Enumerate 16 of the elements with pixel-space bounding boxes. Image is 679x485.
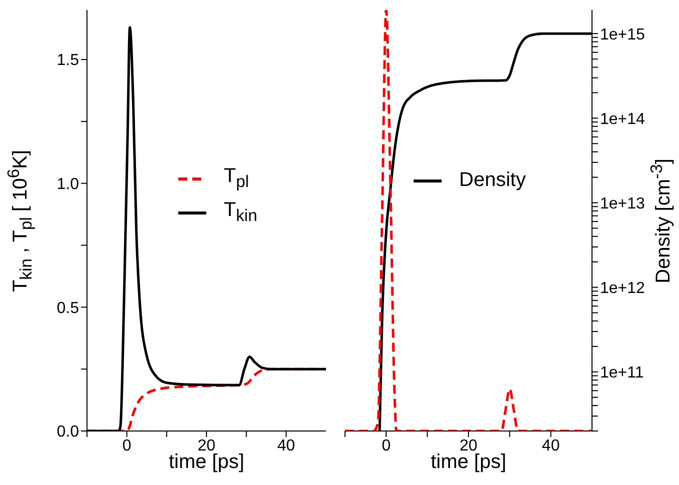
x-tick-label: 0: [382, 437, 391, 454]
y-tick-label: 1.5: [56, 52, 80, 70]
x-tick-label: 40: [277, 437, 296, 454]
legend-label: Density: [459, 169, 526, 192]
y-tick-label: 1e+14: [600, 110, 646, 128]
y-tick-label: 1e+12: [600, 280, 646, 297]
y-tick-label: 1e+15: [600, 26, 646, 44]
y-tick-label: 1e+11: [600, 364, 644, 382]
y-tick-label: 1.0: [56, 176, 80, 194]
x-tick-label: 40: [542, 437, 560, 454]
legend-label: T$_{pl}$: [224, 165, 249, 192]
y-tick-label: 0.0: [56, 424, 80, 441]
y-tick-label: 0.5: [56, 300, 80, 317]
y-tick-label: 1e+13: [600, 195, 646, 212]
x-tick-label: 0: [122, 437, 132, 454]
legend-label: T$_{kin}$: [224, 199, 258, 226]
